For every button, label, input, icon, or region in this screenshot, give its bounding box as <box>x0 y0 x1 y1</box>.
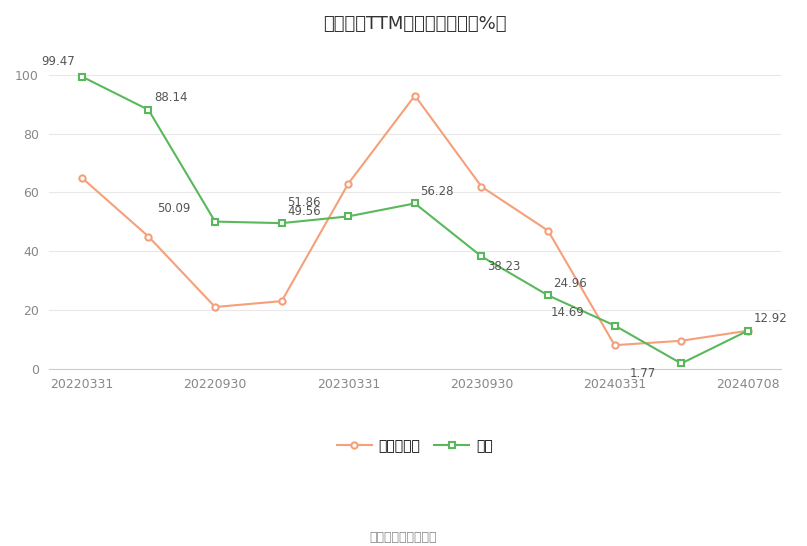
Text: 51.86: 51.86 <box>287 197 320 210</box>
公司 <box>277 220 286 227</box>
Text: 56.28: 56.28 <box>420 185 454 198</box>
行业中位数 <box>144 233 153 240</box>
公司 <box>344 213 353 219</box>
公司 <box>77 73 86 80</box>
Line: 公司: 公司 <box>79 74 751 366</box>
公司 <box>410 200 420 207</box>
行业中位数 <box>77 175 86 181</box>
Text: 数据来源：恒生聚源: 数据来源：恒生聚源 <box>370 531 437 543</box>
Text: 38.23: 38.23 <box>487 260 521 273</box>
公司 <box>610 322 620 329</box>
公司 <box>676 360 686 367</box>
行业中位数 <box>743 328 753 334</box>
Title: 市净率（TTM）历史百分位（%）: 市净率（TTM）历史百分位（%） <box>323 15 507 33</box>
行业中位数 <box>410 92 420 99</box>
行业中位数 <box>676 337 686 344</box>
Legend: 行业中位数, 公司: 行业中位数, 公司 <box>332 434 499 459</box>
行业中位数 <box>543 227 553 234</box>
行业中位数 <box>477 183 487 190</box>
公司 <box>211 218 220 225</box>
Text: 50.09: 50.09 <box>157 201 190 215</box>
Text: 24.96: 24.96 <box>554 277 587 290</box>
行业中位数 <box>610 342 620 348</box>
Text: 88.14: 88.14 <box>154 91 187 104</box>
Line: 行业中位数: 行业中位数 <box>79 92 751 348</box>
Text: 12.92: 12.92 <box>754 312 787 325</box>
Text: 49.56: 49.56 <box>287 205 321 218</box>
行业中位数 <box>211 304 220 310</box>
Text: 14.69: 14.69 <box>550 306 584 318</box>
公司 <box>743 328 753 334</box>
公司 <box>543 292 553 299</box>
公司 <box>477 253 487 260</box>
Text: 1.77: 1.77 <box>630 367 656 380</box>
公司 <box>144 106 153 113</box>
行业中位数 <box>277 298 286 305</box>
Text: 99.47: 99.47 <box>41 55 75 68</box>
行业中位数 <box>344 180 353 187</box>
